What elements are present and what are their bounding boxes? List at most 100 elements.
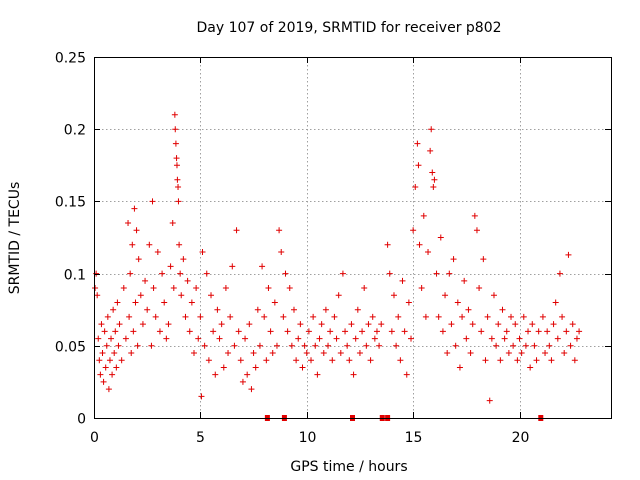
data-point	[416, 241, 423, 248]
data-point	[471, 212, 478, 219]
data-point	[331, 313, 338, 320]
data-point	[316, 335, 323, 342]
data-point	[305, 328, 312, 335]
data-point	[363, 342, 370, 349]
data-point	[310, 313, 317, 320]
data-point	[218, 321, 225, 328]
data-point	[282, 270, 289, 277]
data-point	[137, 292, 144, 299]
x-tick-label: 5	[196, 430, 205, 446]
data-point	[231, 342, 238, 349]
data-point	[448, 321, 455, 328]
data-point	[576, 328, 583, 335]
data-point	[459, 313, 466, 320]
data-point	[508, 313, 515, 320]
data-point	[525, 328, 532, 335]
data-point	[425, 248, 432, 255]
data-point	[120, 285, 127, 292]
data-point	[405, 299, 412, 306]
y-tick-label: 0.05	[55, 340, 86, 356]
data-point	[552, 299, 559, 306]
data-point	[318, 321, 325, 328]
data-point	[567, 342, 574, 349]
y-axis-title: SRMTID / TECUs	[7, 182, 23, 295]
data-point	[146, 241, 153, 248]
y-axis-ticks: 0 0.05 0.1 0.15 0.2 0.25	[55, 51, 611, 428]
data-point	[131, 205, 138, 212]
data-point	[339, 270, 346, 277]
data-point	[544, 328, 551, 335]
data-point	[280, 313, 287, 320]
data-point	[565, 251, 572, 258]
data-point	[490, 292, 497, 299]
data-point	[420, 212, 427, 219]
y-tick-label: 0	[77, 412, 86, 428]
data-point	[122, 335, 129, 342]
data-point	[252, 364, 259, 371]
data-point	[480, 256, 487, 263]
data-point	[401, 328, 408, 335]
data-point	[569, 321, 576, 328]
data-point	[105, 386, 112, 393]
data-point	[244, 371, 251, 378]
data-point	[239, 378, 246, 385]
data-point	[469, 321, 476, 328]
data-point	[178, 292, 185, 299]
data-point	[214, 306, 221, 313]
data-point	[550, 321, 557, 328]
data-point	[278, 248, 285, 255]
data-point	[208, 292, 215, 299]
data-point	[175, 183, 182, 190]
data-point	[193, 285, 200, 292]
data-point	[248, 386, 255, 393]
data-point	[195, 335, 202, 342]
data-point	[465, 306, 472, 313]
data-point	[171, 111, 178, 118]
data-point	[273, 342, 280, 349]
data-point	[335, 292, 342, 299]
data-point	[161, 299, 168, 306]
data-point	[403, 371, 410, 378]
data-point	[163, 335, 170, 342]
data-point	[435, 313, 442, 320]
data-point	[369, 313, 376, 320]
data-point	[126, 313, 133, 320]
data-point	[198, 393, 205, 400]
data-point	[431, 176, 438, 183]
data-point	[322, 306, 329, 313]
data-point	[188, 299, 195, 306]
data-point	[539, 313, 546, 320]
data-point	[222, 285, 229, 292]
data-point	[518, 350, 525, 357]
data-point	[288, 342, 295, 349]
data-point	[399, 277, 406, 284]
data-point	[486, 397, 493, 404]
data-point	[186, 328, 193, 335]
data-point	[210, 328, 217, 335]
data-point	[227, 313, 234, 320]
y-tick-label: 0.15	[55, 195, 86, 211]
data-point	[100, 378, 107, 385]
grid-lines	[94, 57, 611, 418]
data-point	[170, 285, 177, 292]
data-point	[297, 321, 304, 328]
data-point	[113, 364, 120, 371]
data-point	[109, 371, 116, 378]
data-point	[150, 285, 157, 292]
data-point	[450, 256, 457, 263]
data-point	[102, 364, 109, 371]
x-tick-label: 0	[90, 430, 99, 446]
data-point	[430, 183, 437, 190]
data-point	[106, 357, 113, 364]
data-point	[367, 357, 374, 364]
data-point	[473, 227, 480, 234]
data-point	[408, 335, 415, 342]
data-point	[312, 342, 319, 349]
data-point	[96, 357, 103, 364]
data-point	[427, 147, 434, 154]
data-point	[98, 321, 105, 328]
data-point	[97, 371, 104, 378]
data-point	[495, 321, 502, 328]
data-point	[130, 328, 137, 335]
data-point	[522, 342, 529, 349]
